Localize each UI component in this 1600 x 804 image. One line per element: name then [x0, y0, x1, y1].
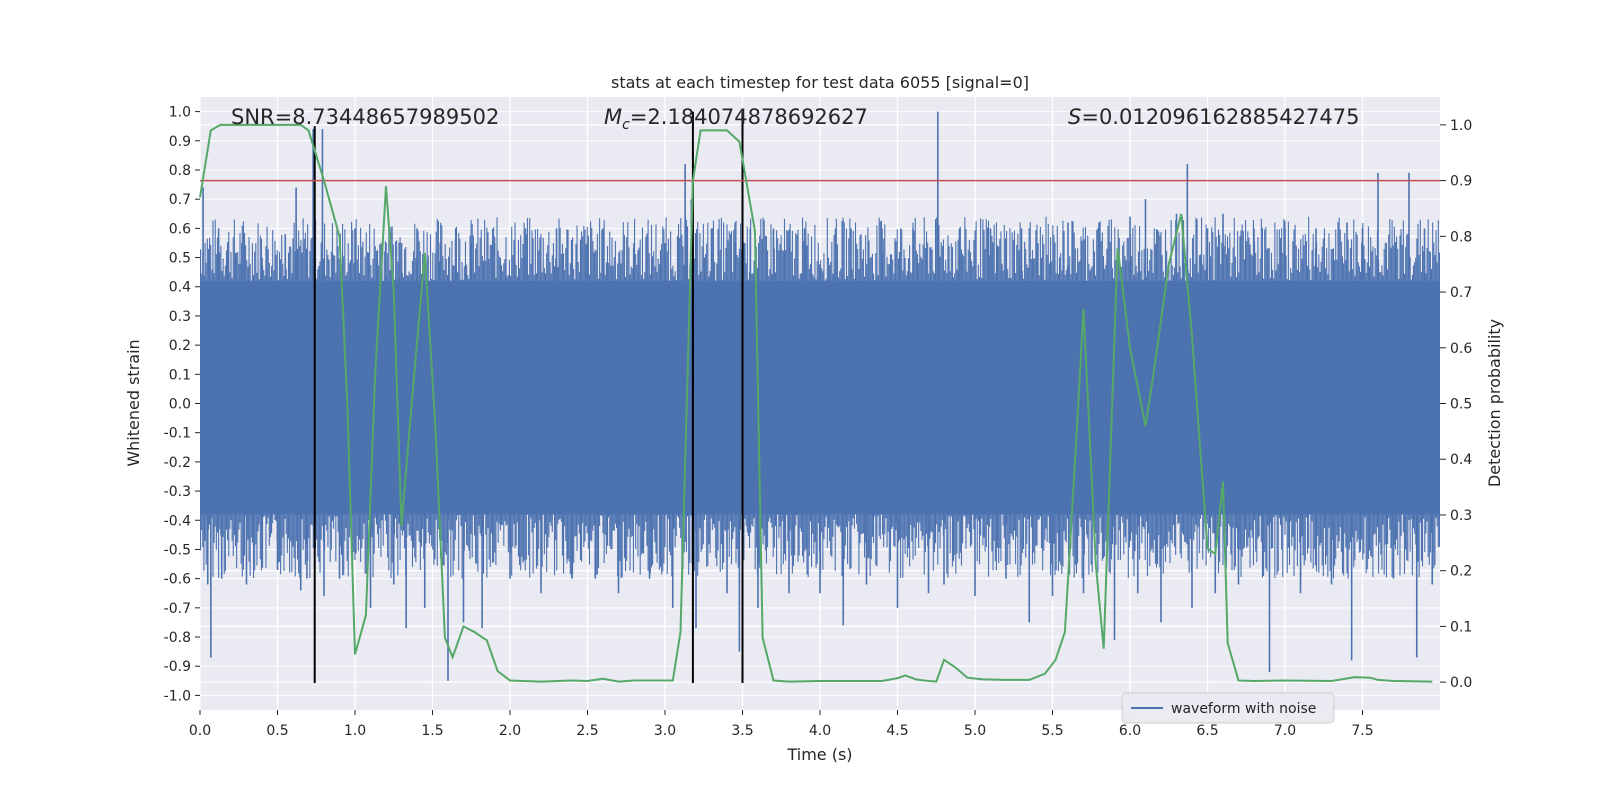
y-right-tick-label: 0.0: [1450, 675, 1472, 691]
y-tick-label: -0.4: [164, 513, 191, 529]
y-tick-label: 0.9: [169, 134, 191, 150]
y-tick-label: 0.0: [169, 397, 191, 413]
y-right-tick-label: 1.0: [1450, 118, 1472, 134]
y-axis-left: -1.0 -0.9 -0.8 -0.7 -0.6 -0.5 -0.4 -0.3 -0.2 -0.1…: [164, 105, 200, 704]
x-tick-label: 2.0: [499, 723, 521, 739]
chirp-mass-symbol: M: [604, 105, 622, 129]
y-tick-label: -0.1: [164, 426, 191, 442]
chart-title: stats at each timestep for test data 605…: [611, 73, 1029, 92]
y-right-tick-label: 0.2: [1450, 564, 1472, 580]
x-tick-label: 2.5: [576, 723, 598, 739]
legend: waveform with noise: [1121, 692, 1335, 724]
y-tick-label: 0.7: [169, 192, 191, 208]
s-symbol: S: [1068, 105, 1081, 129]
y-right-tick-label: 0.5: [1450, 397, 1472, 413]
y-right-tick-label: 0.7: [1450, 285, 1472, 301]
chirp-mass-subscript: c: [622, 117, 630, 133]
y-axis-right: 0.0 0.1 0.2 0.3 0.4 0.5 0.6 0.7 0.8 0.9 1.0: [1440, 118, 1472, 691]
x-tick-label: 7.5: [1351, 723, 1373, 739]
legend-box: [1121, 692, 1335, 724]
y-axis-right-title: Detection probability: [1485, 319, 1504, 487]
probability-series: [199, 123, 1433, 683]
y-right-tick-label: 0.6: [1450, 341, 1472, 357]
x-tick-label: 4.0: [809, 723, 831, 739]
y-tick-label: 0.8: [169, 163, 191, 179]
y-tick-label: -0.9: [164, 659, 191, 675]
x-tick-label: 1.0: [344, 723, 366, 739]
y-right-tick-label: 0.9: [1450, 174, 1472, 190]
y-right-tick-label: 0.1: [1450, 619, 1472, 635]
legend-label: waveform with noise: [1171, 701, 1316, 717]
snr-annotation: SNR=8.73448657989502: [231, 105, 499, 129]
y-tick-label: -1.0: [164, 688, 191, 704]
y-tick-label: 0.2: [169, 338, 191, 354]
y-tick-label: 0.3: [169, 309, 191, 325]
x-tick-label: 5.5: [1041, 723, 1063, 739]
waveform-series: [200, 111, 1440, 681]
y-tick-label: 0.5: [169, 251, 191, 267]
x-tick-label: 1.5: [421, 723, 443, 739]
probability-line: [199, 123, 1433, 683]
y-tick-label: -0.5: [164, 542, 191, 558]
chirp-mass-annotation: Mc=2.184074878692627: [604, 105, 868, 133]
x-tick-label: 0.5: [266, 723, 288, 739]
y-tick-label: -0.3: [164, 484, 191, 500]
y-tick-label: 0.1: [169, 367, 191, 383]
y-tick-label: -0.6: [164, 572, 191, 588]
x-tick-label: 4.5: [886, 723, 908, 739]
s-annotation: S=0.012096162885427475: [1068, 105, 1359, 129]
y-right-tick-label: 0.4: [1450, 452, 1472, 468]
x-tick-label: 0.0: [189, 723, 211, 739]
y-tick-label: 0.4: [169, 280, 191, 296]
y-right-tick-label: 0.3: [1450, 508, 1472, 524]
x-tick-label: 5.0: [964, 723, 986, 739]
y-tick-label: -0.2: [164, 455, 191, 471]
chirp-mass-value: =2.184074878692627: [630, 105, 868, 129]
y-axis-title: Whitened strain: [124, 339, 143, 466]
x-tick-label: 6.5: [1196, 723, 1218, 739]
y-tick-label: 1.0: [169, 105, 191, 121]
x-axis-title: Time (s): [786, 745, 852, 764]
x-tick-label: 7.0: [1274, 723, 1296, 739]
x-tick-label: 3.5: [731, 723, 753, 739]
x-tick-label: 6.0: [1119, 723, 1141, 739]
s-value: =0.012096162885427475: [1081, 105, 1359, 129]
y-right-tick-label: 0.8: [1450, 229, 1472, 245]
x-tick-label: 3.0: [654, 723, 676, 739]
y-tick-label: -0.8: [164, 630, 191, 646]
y-tick-label: 0.6: [169, 221, 191, 237]
y-tick-label: -0.7: [164, 601, 191, 617]
x-axis: 0.0 0.5 1.0 1.5 2.0 2.5 3.0 3.5 4.0 4.5 5.0 5.5 6.0 6…: [189, 710, 1374, 739]
